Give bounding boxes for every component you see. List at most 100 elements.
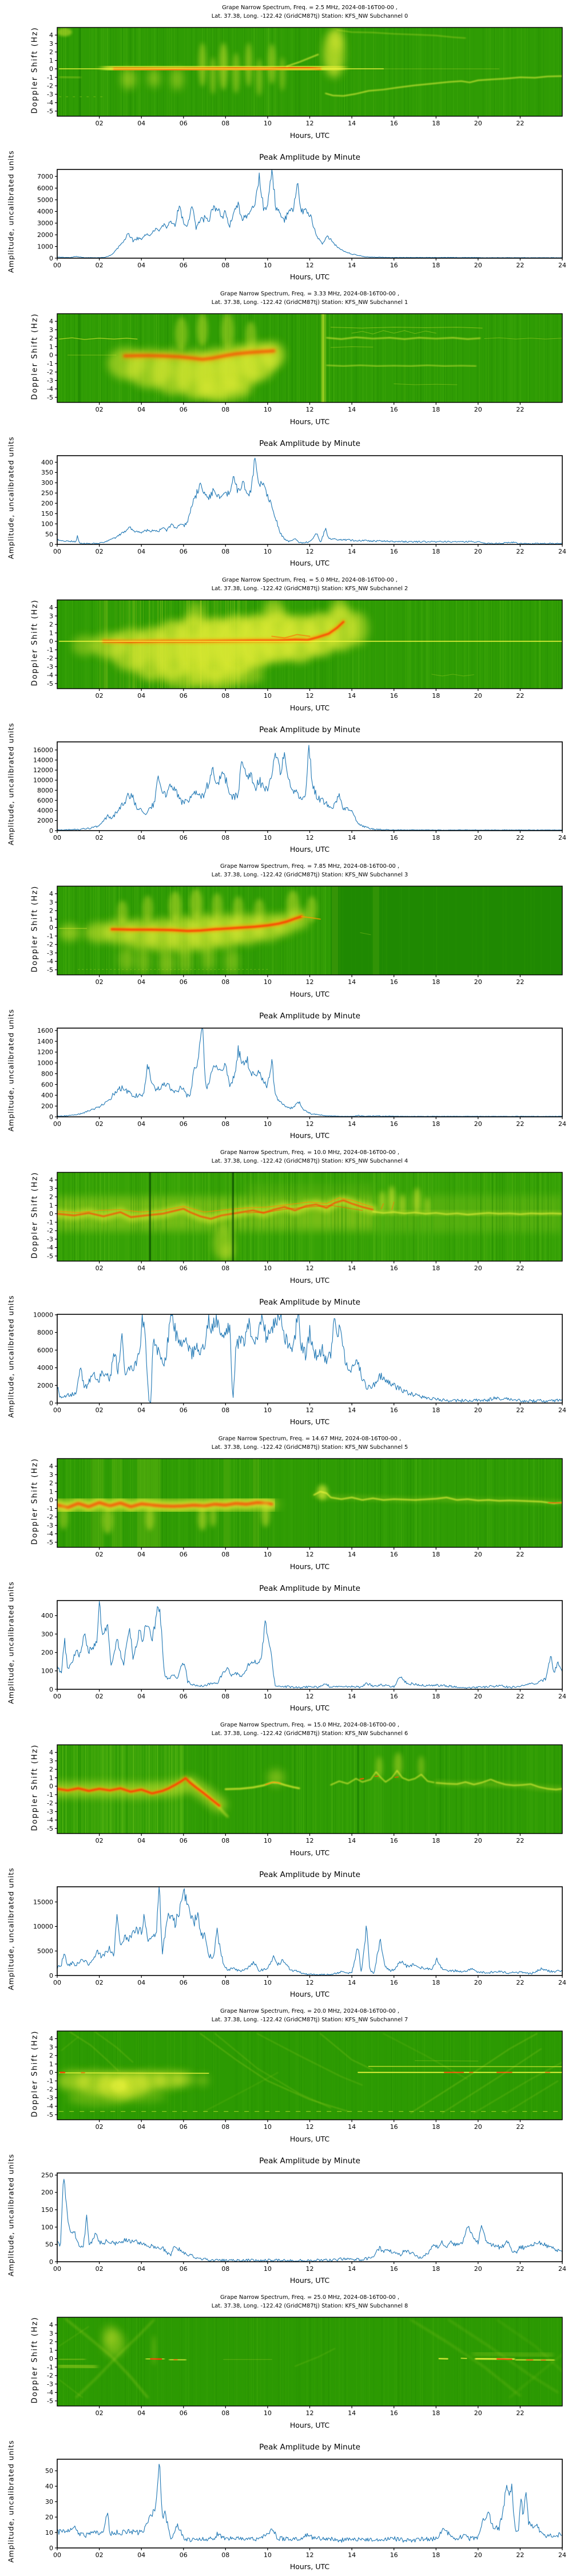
amplitude-canvas-2: 0 2000 4000 6000 8000 10000 12000 14000 16000 00 0… [33, 741, 566, 854]
spectrogram-xlabel: Hours, UTC [290, 704, 330, 712]
svg-text:02: 02 [96, 1551, 104, 1558]
svg-text:-3: -3 [47, 2094, 53, 2101]
svg-text:06: 06 [180, 1551, 188, 1558]
svg-text:-5: -5 [47, 2111, 53, 2119]
svg-text:-4: -4 [47, 99, 53, 106]
svg-text:08: 08 [221, 1979, 229, 1986]
svg-text:22: 22 [516, 1406, 524, 1414]
svg-text:4000: 4000 [37, 807, 53, 815]
svg-text:06: 06 [180, 548, 188, 555]
svg-text:08: 08 [221, 548, 229, 555]
svg-text:08: 08 [221, 692, 229, 700]
svg-text:-1: -1 [47, 74, 53, 81]
svg-text:00: 00 [53, 834, 61, 841]
svg-text:04: 04 [137, 406, 145, 413]
svg-text:16: 16 [390, 262, 398, 269]
svg-text:-3: -3 [47, 663, 53, 670]
amplitude-canvas-7: 0 50 100 150 200 250 00 02 04 06 08 10 12 14 16 18 20 22 2… [41, 2171, 566, 2285]
svg-text:08: 08 [221, 2551, 229, 2559]
amplitude-title: Peak Amplitude by Minute [259, 153, 360, 162]
svg-text:10: 10 [264, 1551, 272, 1558]
svg-text:04: 04 [137, 120, 145, 127]
svg-text:20: 20 [474, 406, 482, 413]
svg-text:100: 100 [41, 1668, 53, 1675]
svg-text:0: 0 [49, 2258, 53, 2266]
svg-text:02: 02 [96, 262, 104, 269]
svg-text:12: 12 [306, 548, 314, 555]
amplitude-title: Peak Amplitude by Minute [259, 2156, 360, 2166]
svg-text:12: 12 [306, 2409, 314, 2417]
svg-text:3: 3 [49, 326, 53, 334]
spectrogram-title: Grape Narrow Spectrum, Freq. = 7.85 MHz,… [57, 862, 562, 879]
spectrogram-title-line1: Grape Narrow Spectrum, Freq. = 15.0 MHz,… [220, 1722, 400, 1728]
svg-text:14: 14 [348, 2123, 356, 2131]
svg-text:4: 4 [49, 1176, 53, 1184]
spectrogram-title-line1: Grape Narrow Spectrum, Freq. = 14.67 MHz… [218, 1436, 402, 1442]
svg-text:04: 04 [137, 1837, 145, 1844]
spectrogram-title-line2: Lat. 37.38, Long. -122.42 (GridCM87tj) S… [211, 299, 408, 306]
svg-text:0: 0 [49, 2355, 53, 2362]
svg-text:14: 14 [348, 1551, 356, 1558]
svg-text:06: 06 [180, 692, 188, 700]
svg-text:02: 02 [96, 2265, 104, 2273]
svg-text:3: 3 [49, 1757, 53, 1765]
svg-text:10000: 10000 [33, 1923, 53, 1930]
svg-text:-1: -1 [47, 933, 53, 940]
svg-text:22: 22 [516, 1120, 524, 1128]
svg-text:0: 0 [49, 1496, 53, 1504]
svg-text:-1: -1 [47, 2364, 53, 2371]
amplitude-canvas-0: 0 1000 2000 3000 4000 5000 6000 7000 00 02 04 06 08 1… [37, 169, 566, 281]
spectrogram-title-line2: Lat. 37.38, Long. -122.42 (GridCM87tj) S… [211, 1730, 408, 1737]
svg-text:-5: -5 [47, 680, 53, 688]
svg-text:16: 16 [390, 406, 398, 413]
svg-text:00: 00 [53, 1120, 61, 1128]
amplitude-xlabel: Hours, UTC [290, 1417, 330, 1426]
svg-text:12: 12 [306, 1120, 314, 1128]
amplitude-canvas-5: 0 100 200 300 400 00 02 04 06 08 10 12 14 16 18 20 22 24 H… [41, 1600, 566, 1712]
svg-text:4: 4 [49, 1463, 53, 1470]
svg-text:16: 16 [390, 1265, 398, 1272]
svg-text:24: 24 [558, 1979, 566, 1986]
svg-text:7000: 7000 [37, 173, 53, 180]
svg-text:3: 3 [49, 2330, 53, 2337]
spectrum-panel-6: Grape Narrow Spectrum, Freq. = 15.0 MHz,… [0, 1717, 572, 2004]
svg-text:0: 0 [49, 1783, 53, 1790]
svg-text:02: 02 [96, 548, 104, 555]
svg-text:-5: -5 [47, 108, 53, 115]
svg-text:22: 22 [516, 2551, 524, 2559]
svg-text:16: 16 [390, 548, 398, 555]
svg-text:10: 10 [264, 2265, 272, 2273]
svg-text:04: 04 [137, 1120, 145, 1128]
amplitude-canvas-8: 0 10 20 30 40 50 00 02 04 06 08 10 12 14 16 18 20 22 24 Hou… [45, 2459, 566, 2571]
svg-text:04: 04 [137, 1979, 145, 1986]
svg-text:10: 10 [264, 2551, 272, 2559]
svg-text:-1: -1 [47, 360, 53, 368]
svg-text:22: 22 [516, 1837, 524, 1844]
svg-text:-5: -5 [47, 2397, 53, 2405]
svg-text:08: 08 [221, 1693, 229, 1700]
svg-text:10000: 10000 [33, 777, 53, 784]
amplitude-title: Peak Amplitude by Minute [259, 439, 360, 448]
svg-text:300: 300 [41, 1630, 53, 1638]
svg-text:08: 08 [221, 1837, 229, 1844]
svg-text:2: 2 [49, 1194, 53, 1201]
svg-text:06: 06 [180, 1837, 188, 1844]
svg-text:02: 02 [96, 406, 104, 413]
svg-text:0: 0 [49, 827, 53, 835]
svg-text:4000: 4000 [37, 208, 53, 215]
svg-text:14: 14 [348, 834, 356, 841]
amplitude-title: Peak Amplitude by Minute [259, 1298, 360, 1307]
svg-text:04: 04 [137, 2409, 145, 2417]
svg-text:10: 10 [264, 1979, 272, 1986]
svg-text:02: 02 [96, 834, 104, 841]
svg-text:0: 0 [49, 1210, 53, 1218]
svg-text:20: 20 [474, 1979, 482, 1986]
amplitude-xlabel: Hours, UTC [290, 2276, 330, 2285]
svg-text:50: 50 [45, 2241, 53, 2249]
svg-text:-2: -2 [47, 2086, 53, 2093]
amplitude-title: Peak Amplitude by Minute [259, 2443, 360, 2452]
svg-text:16: 16 [390, 1693, 398, 1700]
svg-text:20: 20 [474, 2551, 482, 2559]
